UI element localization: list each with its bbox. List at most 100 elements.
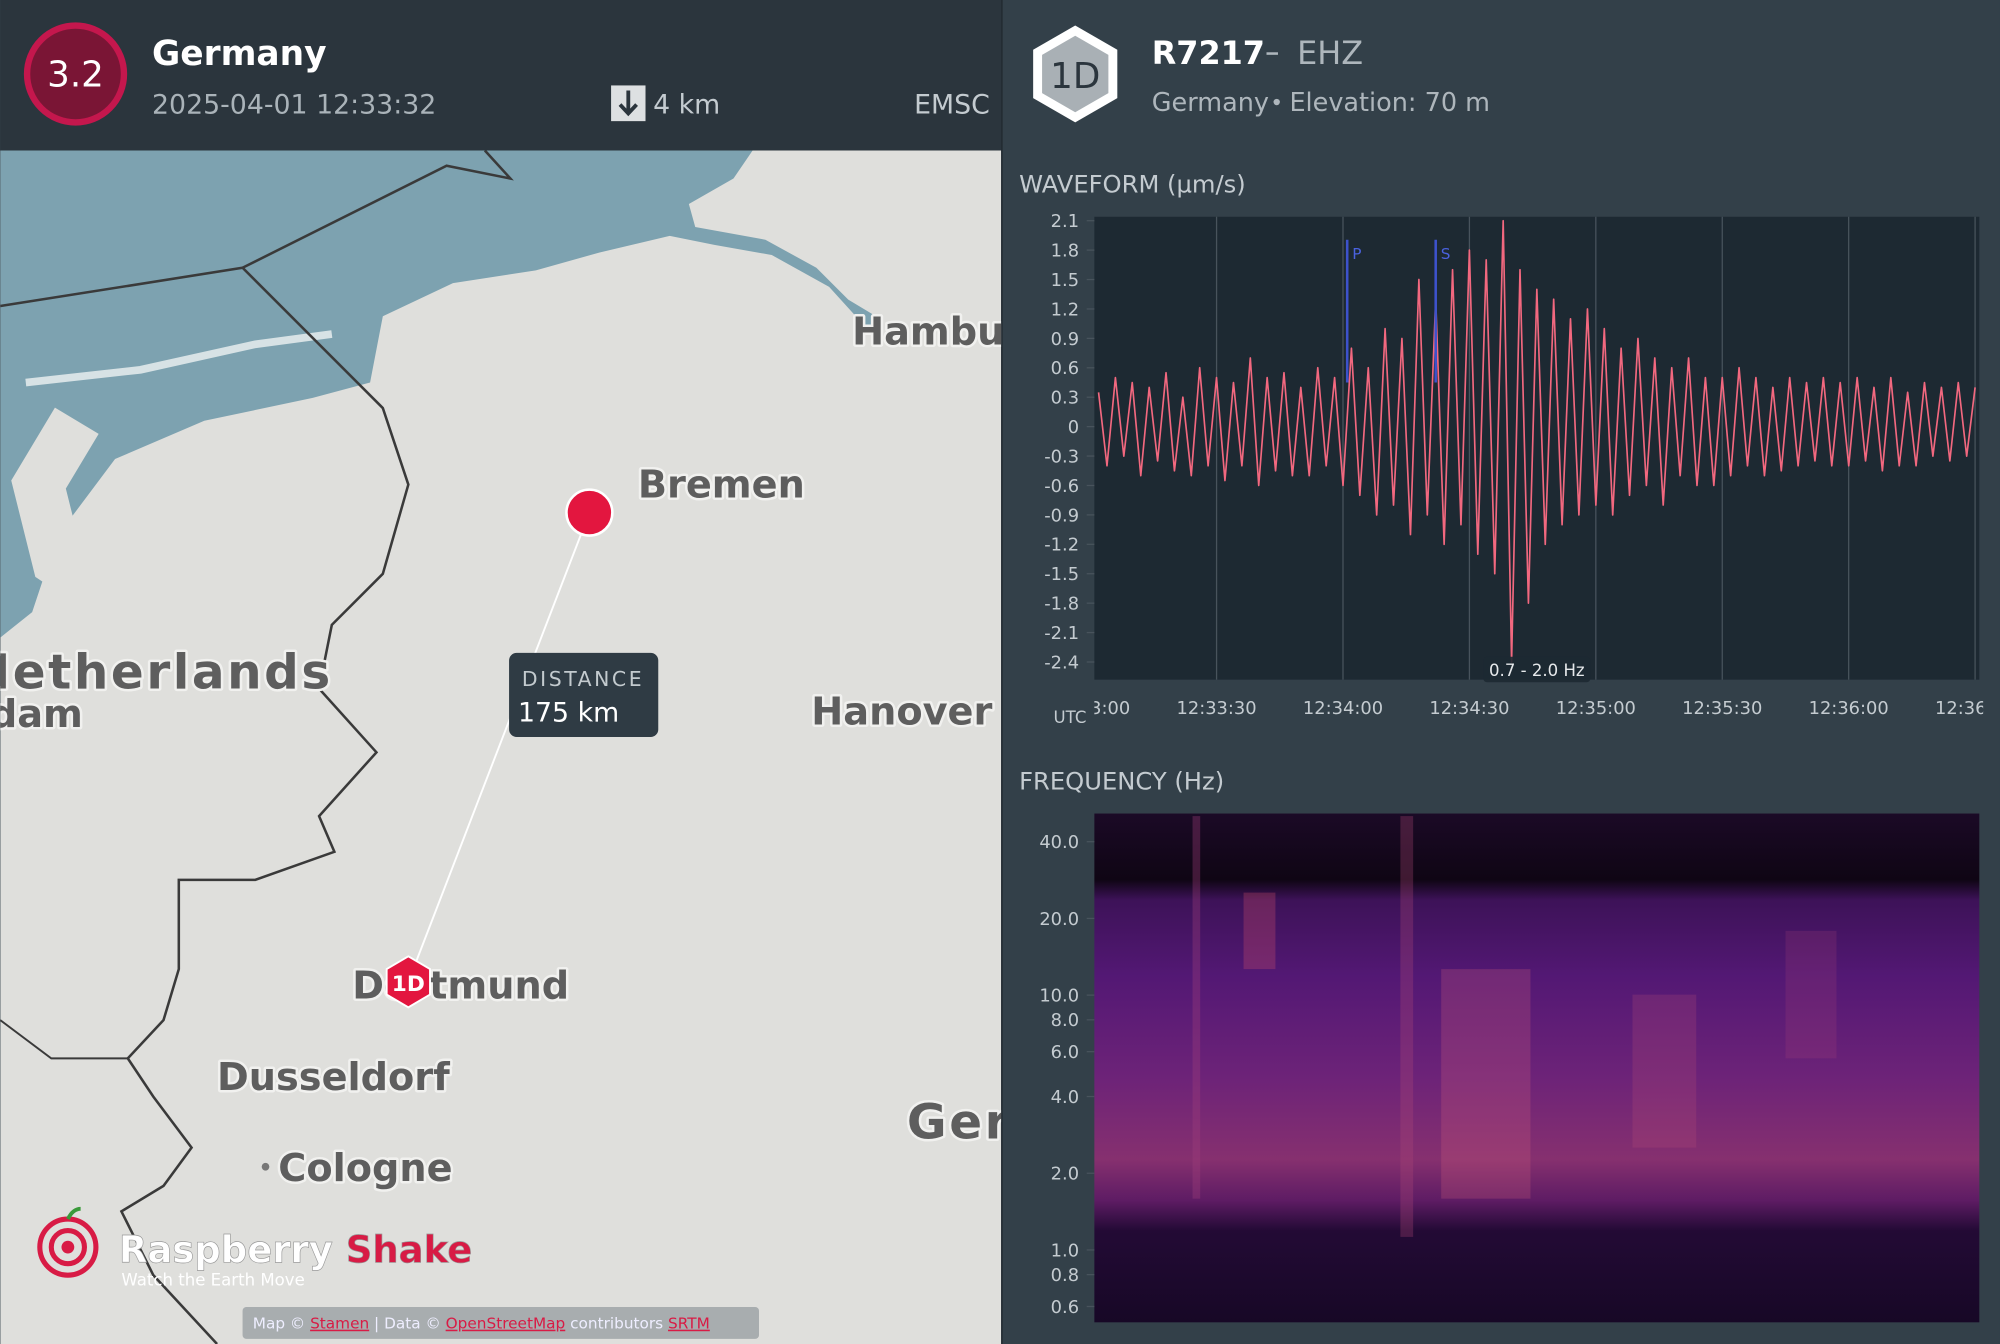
y-tick-label: 0 xyxy=(1068,417,1079,438)
border xyxy=(241,150,514,269)
station-elevation: Elevation: 70 m xyxy=(1289,88,1490,118)
logo-dot xyxy=(61,1240,75,1254)
country-label: Netherlands xyxy=(0,645,333,701)
distance-value: 175 km xyxy=(518,698,619,729)
y-tick-label: -1.8 xyxy=(1044,594,1079,615)
distance-box xyxy=(509,652,659,738)
spectrogram-image xyxy=(1094,813,1980,1323)
x-tick-label: 12:33:00 xyxy=(1050,698,1130,719)
y-tick-label: 20.0 xyxy=(1039,909,1079,930)
logo-tagline: Watch the Earth Move xyxy=(121,1270,304,1289)
x-tick-label: 12:34:00 xyxy=(1303,698,1383,719)
spectrogram-streak xyxy=(1192,816,1201,1199)
y-tick-label: -2.1 xyxy=(1044,623,1079,644)
event-source: EMSC xyxy=(914,89,990,120)
y-tick-label: -1.2 xyxy=(1044,535,1079,556)
attribution: Map © Stamen | Data © OpenStreetMap cont… xyxy=(253,1315,710,1333)
station-badge-inner xyxy=(1042,35,1109,113)
attribution-link[interactable]: SRTM xyxy=(668,1315,710,1333)
filter-label: 0.7 - 2.0 Hz xyxy=(1489,661,1585,680)
y-tick-label: -0.6 xyxy=(1044,476,1079,497)
event-depth: 4 km xyxy=(653,89,720,120)
y-tick-label: 0.6 xyxy=(1051,358,1079,379)
spectrogram-streak xyxy=(1400,816,1414,1237)
spectrogram-streak xyxy=(1785,930,1837,1059)
attribution-text: Map © xyxy=(253,1315,305,1333)
event-header xyxy=(0,0,1002,151)
city-label: Cologne xyxy=(278,1146,452,1191)
logo[interactable]: Raspberry Shake Watch the Earth Move xyxy=(37,1206,473,1290)
peninsula xyxy=(11,407,130,621)
waveform-title: WAVEFORM (µm/s) xyxy=(1019,171,1246,199)
filter-box xyxy=(1483,656,1591,683)
city-label: Dortmund xyxy=(352,963,569,1008)
logo-text: Raspberry Shake xyxy=(119,1228,472,1271)
epicenter[interactable] xyxy=(565,488,614,537)
attribution-box xyxy=(242,1307,759,1339)
station-channel: EHZ xyxy=(1297,34,1363,72)
x-tick-label: 12:35:30 xyxy=(1682,698,1762,719)
y-tick-label: 0.8 xyxy=(1051,1265,1079,1286)
spectrogram-streak xyxy=(1441,969,1531,1199)
attribution-text: | Data © xyxy=(374,1315,441,1333)
event-time: 2025-04-01 12:33:32 xyxy=(152,89,436,120)
y-tick-label: 1.5 xyxy=(1051,270,1079,291)
logo-word: Raspberry xyxy=(119,1228,333,1271)
logo-ring xyxy=(48,1227,87,1267)
attribution-link[interactable]: OpenStreetMap xyxy=(446,1315,566,1333)
y-tick-label: 1.8 xyxy=(1051,240,1079,261)
phase-label: P xyxy=(1352,245,1361,263)
y-tick-label: 6.0 xyxy=(1051,1042,1079,1063)
y-tick-label: 2.0 xyxy=(1051,1164,1079,1185)
y-tick-label: 1.2 xyxy=(1051,299,1079,320)
distance-line xyxy=(407,512,591,983)
separator-dot xyxy=(1273,98,1280,106)
city-label: Hamburg xyxy=(852,309,1051,354)
y-tick-label: 40.0 xyxy=(1039,832,1079,853)
map[interactable]: Hamburg Bremen Hanover Netherlands Amste… xyxy=(0,150,1170,1344)
x-tick-label: 12:34:30 xyxy=(1429,698,1509,719)
spectrogram-streak xyxy=(1632,994,1697,1148)
spectrogram-streak xyxy=(1243,892,1276,970)
y-tick-label: -2.4 xyxy=(1044,652,1079,673)
spectrogram xyxy=(1094,813,1980,1323)
y-tick-label: -0.9 xyxy=(1044,505,1079,526)
y-tick-label: 0.6 xyxy=(1051,1297,1079,1318)
y-tick-label: -0.3 xyxy=(1044,446,1079,467)
y-tick-label: 8.0 xyxy=(1051,1010,1079,1031)
y-tick-label: 0.9 xyxy=(1051,329,1079,350)
station-country: Germany xyxy=(1152,88,1269,118)
y-tick-label: 1.0 xyxy=(1051,1240,1079,1261)
phase-label: S xyxy=(1441,245,1451,263)
x-axis-title: UTC xyxy=(1054,708,1087,727)
city-label: Dusseldorf xyxy=(217,1055,450,1100)
waveform-line xyxy=(1097,219,1976,663)
spectrogram-title: FREQUENCY (Hz) xyxy=(1019,767,1224,795)
city-label: Bremen xyxy=(638,462,805,507)
station-badge-label: 1D xyxy=(1050,56,1100,97)
magnitude-badge xyxy=(23,22,128,126)
country-label: Germany xyxy=(907,1095,1171,1151)
border xyxy=(0,1019,128,1060)
y-tick-label: 10.0 xyxy=(1039,986,1079,1007)
x-tick-label: 12:36:00 xyxy=(1809,698,1889,719)
logo-leaf xyxy=(66,1206,81,1220)
x-tick-label: 12:36:30 xyxy=(1935,698,2000,719)
station-marker[interactable] xyxy=(385,955,431,1009)
magnitude: 3.2 xyxy=(47,55,104,96)
y-tick-label: 0.3 xyxy=(1051,388,1079,409)
city-label: Amsterdam xyxy=(0,692,83,737)
y-tick-label: -1.5 xyxy=(1044,564,1079,585)
border xyxy=(0,266,410,1344)
logo-word: Shake xyxy=(346,1228,473,1271)
attribution-link[interactable]: Stamen xyxy=(310,1315,369,1333)
city-label: Hanover xyxy=(811,689,992,734)
y-tick-label: 2.1 xyxy=(1051,211,1079,232)
distance-title: DISTANCE xyxy=(522,667,644,691)
x-tick-label: 12:33:30 xyxy=(1176,698,1256,719)
event-region: Germany xyxy=(152,34,327,74)
attribution-text: contributors xyxy=(570,1315,663,1333)
